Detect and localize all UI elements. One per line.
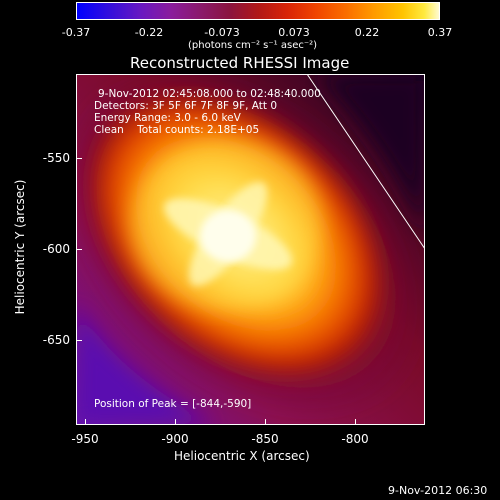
y-tick-label: -650 [42, 333, 70, 347]
x-tick-mark [85, 419, 86, 425]
colorbar-tick: 0.22 [354, 26, 380, 39]
y-tick-mark [76, 249, 82, 250]
annotation-detectors: Detectors: 3F 5F 6F 7F 8F 9F, Att 0 [94, 100, 278, 112]
y-tick-label: -550 [42, 151, 70, 165]
colorbar-tick: -0.073 [204, 26, 240, 39]
solar-image [76, 74, 425, 425]
colorbar-unit: (photons cm⁻² s⁻¹ asec⁻²) [188, 40, 318, 51]
x-tick-label: -950 [71, 432, 99, 446]
annotation-energy: Energy Range: 3.0 - 6.0 keV [94, 112, 241, 124]
x-tick-mark [265, 419, 266, 425]
annotation-peak: Position of Peak = [-844,-590] [94, 398, 252, 410]
colorbar-tick: 0.073 [278, 26, 310, 39]
y-axis-label: Heliocentric Y (arcsec) [13, 179, 27, 315]
x-tick-label: -850 [251, 432, 279, 446]
y-tick-label: -600 [42, 242, 70, 256]
y-tick-mark [76, 158, 82, 159]
colorbar-tick: -0.22 [134, 26, 164, 39]
x-axis-label: Heliocentric X (arcsec) [174, 449, 310, 463]
colorbar-tick: -0.37 [61, 26, 91, 39]
annotation-time-range: 9-Nov-2012 02:45:08.000 to 02:48:40.000 [98, 88, 321, 100]
timestamp: 9-Nov-2012 06:30 [388, 484, 488, 497]
x-tick-mark [355, 419, 356, 425]
annotation-clean: Clean Total counts: 2.18E+05 [94, 124, 260, 136]
plot-title: Reconstructed RHESSI Image [130, 54, 350, 72]
y-tick-mark [76, 340, 82, 341]
colorbar [76, 2, 440, 20]
x-tick-label: -900 [161, 432, 189, 446]
x-tick-label: -800 [341, 432, 369, 446]
x-tick-mark [175, 419, 176, 425]
colorbar-tick: 0.37 [427, 26, 453, 39]
